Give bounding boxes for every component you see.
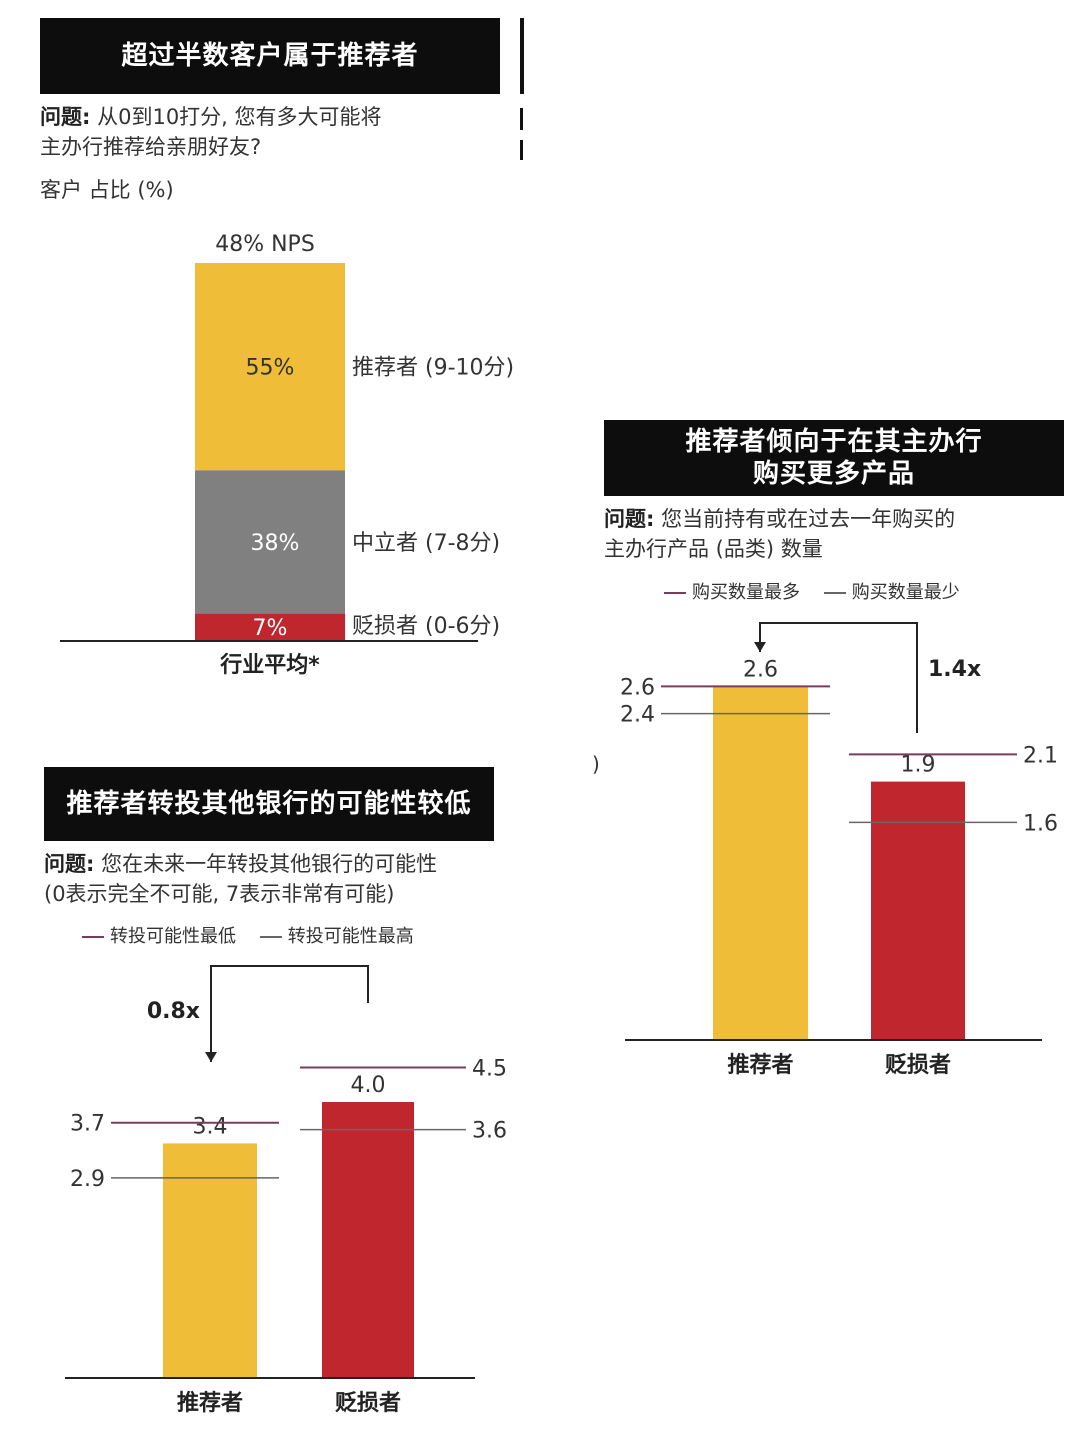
connector-arrowhead [205, 1052, 217, 1062]
legend-item-high: 转投可能性最高 [259, 926, 414, 947]
cropped-paren-fragment: ) [592, 752, 600, 776]
category-label: 推荐者 [177, 1390, 243, 1416]
bar-value-label: 2.6 [743, 657, 778, 682]
chart2-title: 推荐者转投其他银行的可能性较低 [44, 767, 494, 841]
connector-arrowhead [754, 642, 766, 652]
bar-value-label: 1.9 [901, 753, 936, 778]
segment-value-label: 7% [253, 616, 288, 641]
segment-name-label: 中立者 (7-8分) [352, 531, 500, 556]
bar-1 [322, 1102, 414, 1378]
range-label-upper: 3.7 [70, 1112, 105, 1137]
range-label-lower: 2.9 [70, 1167, 105, 1192]
legend-item-low: 转投可能性最低 [82, 926, 236, 947]
bar-0 [163, 1143, 257, 1378]
range-label-upper: 4.5 [472, 1057, 507, 1082]
legend-label: 转投可能性最低 [110, 926, 236, 947]
question-text: 您当前持有或在过去一年购买的 主办行产品 (品类) 数量 [604, 507, 956, 561]
range-label-upper: 2.1 [1023, 743, 1058, 768]
legend-swatch [664, 592, 686, 594]
stack-segment-1 [195, 470, 345, 614]
question-label: 问题: [604, 507, 655, 531]
chart1-question: 问题: 从0到10打分, 您有多大可能将 主办行推荐给亲朋好友? [40, 102, 510, 162]
category-label: 推荐者 [727, 1052, 793, 1078]
bar-0 [713, 686, 808, 1040]
chart1-title: 超过半数客户属于推荐者 [40, 18, 500, 94]
range-label-lower: 1.6 [1023, 811, 1058, 836]
bar-value-label: 4.0 [351, 1073, 386, 1098]
category-label: 行业平均* [219, 652, 320, 678]
range-label-lower: 3.6 [472, 1119, 507, 1144]
segment-name-label: 贬损者 (0-6分) [352, 614, 500, 639]
legend-item-most: 购买数量最多 [664, 582, 800, 603]
stack-segment-2 [195, 613, 345, 640]
category-label: 贬损者 [885, 1053, 951, 1078]
segment-value-label: 55% [246, 356, 295, 381]
chart1-unit: 客户 占比 (%) [40, 178, 174, 202]
range-label-upper: 2.6 [620, 675, 655, 700]
segment-value-label: 38% [251, 531, 300, 556]
legend-swatch [82, 936, 104, 938]
question-label: 问题: [44, 852, 95, 876]
question-text: 从0到10打分, 您有多大可能将 主办行推荐给亲朋好友? [40, 105, 382, 159]
comparison-connector [759, 622, 918, 733]
legend-label: 购买数量最多 [692, 582, 800, 603]
bar-value-label: 3.4 [193, 1114, 228, 1139]
ratio-label: 0.8x [147, 999, 200, 1024]
legend-label: 转投可能性最高 [287, 926, 414, 947]
cropped-text-fragment [520, 140, 523, 160]
legend-label: 购买数量最少 [851, 582, 960, 603]
stack-segment-0 [195, 263, 345, 471]
cropped-text-fragment [520, 108, 523, 130]
range-label-lower: 2.4 [620, 703, 655, 728]
segment-name-label: 推荐者 (9-10分) [352, 356, 514, 381]
chart3-title: 推荐者倾向于在其主办行 购买更多产品 [604, 420, 1064, 496]
legend-swatch [823, 592, 846, 594]
category-label: 贬损者 [335, 1391, 401, 1416]
nps-top-label: 48% NPS [215, 232, 315, 257]
chart3-legend: 购买数量最多 购买数量最少 [664, 578, 978, 604]
question-label: 问题: [40, 105, 91, 129]
cropped-title-fragment [520, 18, 524, 94]
legend-item-least: 购买数量最少 [823, 582, 960, 603]
question-text: 您在未来一年转投其他银行的可能性 (0表示完全不可能, 7表示非常有可能) [44, 852, 438, 906]
chart2-legend: 转投可能性最低 转投可能性最高 [82, 922, 432, 948]
comparison-connector [210, 965, 369, 1062]
ratio-label: 1.4x [928, 657, 981, 682]
legend-swatch [259, 936, 282, 938]
chart2-question: 问题: 您在未来一年转投其他银行的可能性 (0表示完全不可能, 7表示非常有可能) [44, 849, 524, 909]
chart3-question: 问题: 您当前持有或在过去一年购买的 主办行产品 (品类) 数量 [604, 504, 1064, 564]
bar-1 [871, 781, 965, 1040]
